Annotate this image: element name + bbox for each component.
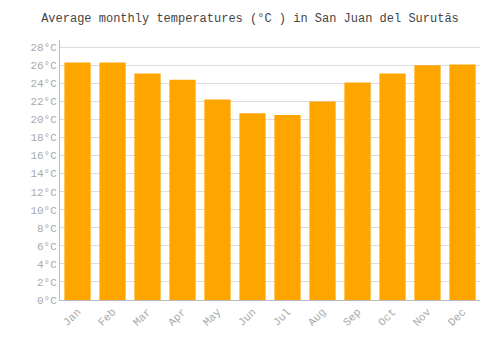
svg-text:28°C: 28°C xyxy=(30,42,57,54)
svg-text:16°C: 16°C xyxy=(30,150,57,162)
svg-text:Aug: Aug xyxy=(306,306,328,328)
svg-text:Sep: Sep xyxy=(341,306,363,328)
svg-text:Feb: Feb xyxy=(96,306,118,328)
svg-text:6°C: 6°C xyxy=(37,241,57,253)
svg-text:20°C: 20°C xyxy=(30,114,57,126)
svg-text:26°C: 26°C xyxy=(30,60,57,72)
svg-text:18°C: 18°C xyxy=(30,132,57,144)
svg-text:Jun: Jun xyxy=(236,306,258,328)
svg-text:Jul: Jul xyxy=(271,306,293,328)
svg-text:Mar: Mar xyxy=(131,306,153,328)
svg-text:12°C: 12°C xyxy=(30,187,57,199)
svg-text:2°C: 2°C xyxy=(37,277,57,289)
svg-text:10°C: 10°C xyxy=(30,205,57,217)
svg-text:0°C: 0°C xyxy=(37,295,57,307)
svg-text:Dec: Dec xyxy=(446,306,468,328)
svg-text:8°C: 8°C xyxy=(37,223,57,235)
svg-text:Jan: Jan xyxy=(61,306,83,328)
svg-text:24°C: 24°C xyxy=(30,78,57,90)
svg-text:May: May xyxy=(201,306,224,329)
svg-text:22°C: 22°C xyxy=(30,96,57,108)
svg-text:Average monthly temperatures (: Average monthly temperatures (°C ) in Sa… xyxy=(41,12,459,26)
svg-text:Oct: Oct xyxy=(376,306,398,328)
svg-text:14°C: 14°C xyxy=(30,168,57,180)
svg-text:Nov: Nov xyxy=(411,306,434,329)
svg-text:Apr: Apr xyxy=(166,306,188,328)
svg-text:4°C: 4°C xyxy=(37,259,57,271)
